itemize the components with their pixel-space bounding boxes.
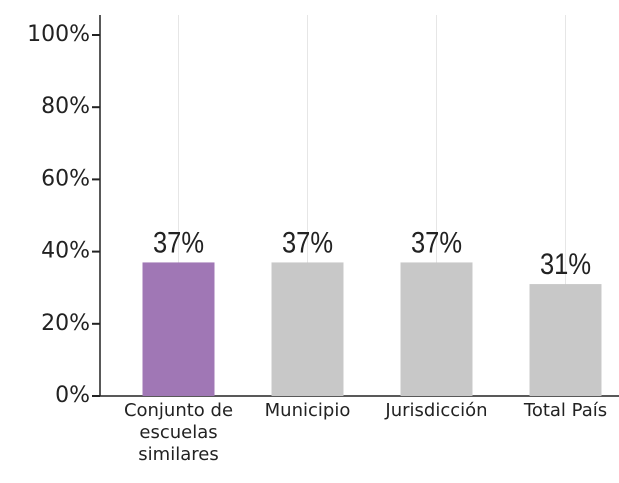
y-tick-label: 80% bbox=[41, 94, 90, 119]
x-tick-label: Conjunto de escuelas similares bbox=[123, 400, 234, 465]
y-tick-label: 0% bbox=[55, 383, 90, 408]
value-label: 31% bbox=[540, 247, 591, 280]
bar bbox=[142, 262, 215, 396]
x-tick-label: Total País bbox=[523, 400, 608, 421]
value-label: 37% bbox=[153, 225, 204, 258]
y-tick-label: 60% bbox=[41, 166, 90, 191]
bar bbox=[529, 284, 602, 396]
value-label: 37% bbox=[282, 225, 333, 258]
bar bbox=[400, 262, 473, 396]
y-tick-label: 100% bbox=[27, 22, 90, 47]
bar bbox=[271, 262, 344, 396]
value-label: 37% bbox=[411, 225, 462, 258]
y-tick-label: 40% bbox=[41, 239, 90, 264]
x-tick-label: Municipio bbox=[264, 400, 351, 421]
y-tick-label: 20% bbox=[41, 311, 90, 336]
x-tick-label: Jurisdicción bbox=[385, 400, 488, 421]
